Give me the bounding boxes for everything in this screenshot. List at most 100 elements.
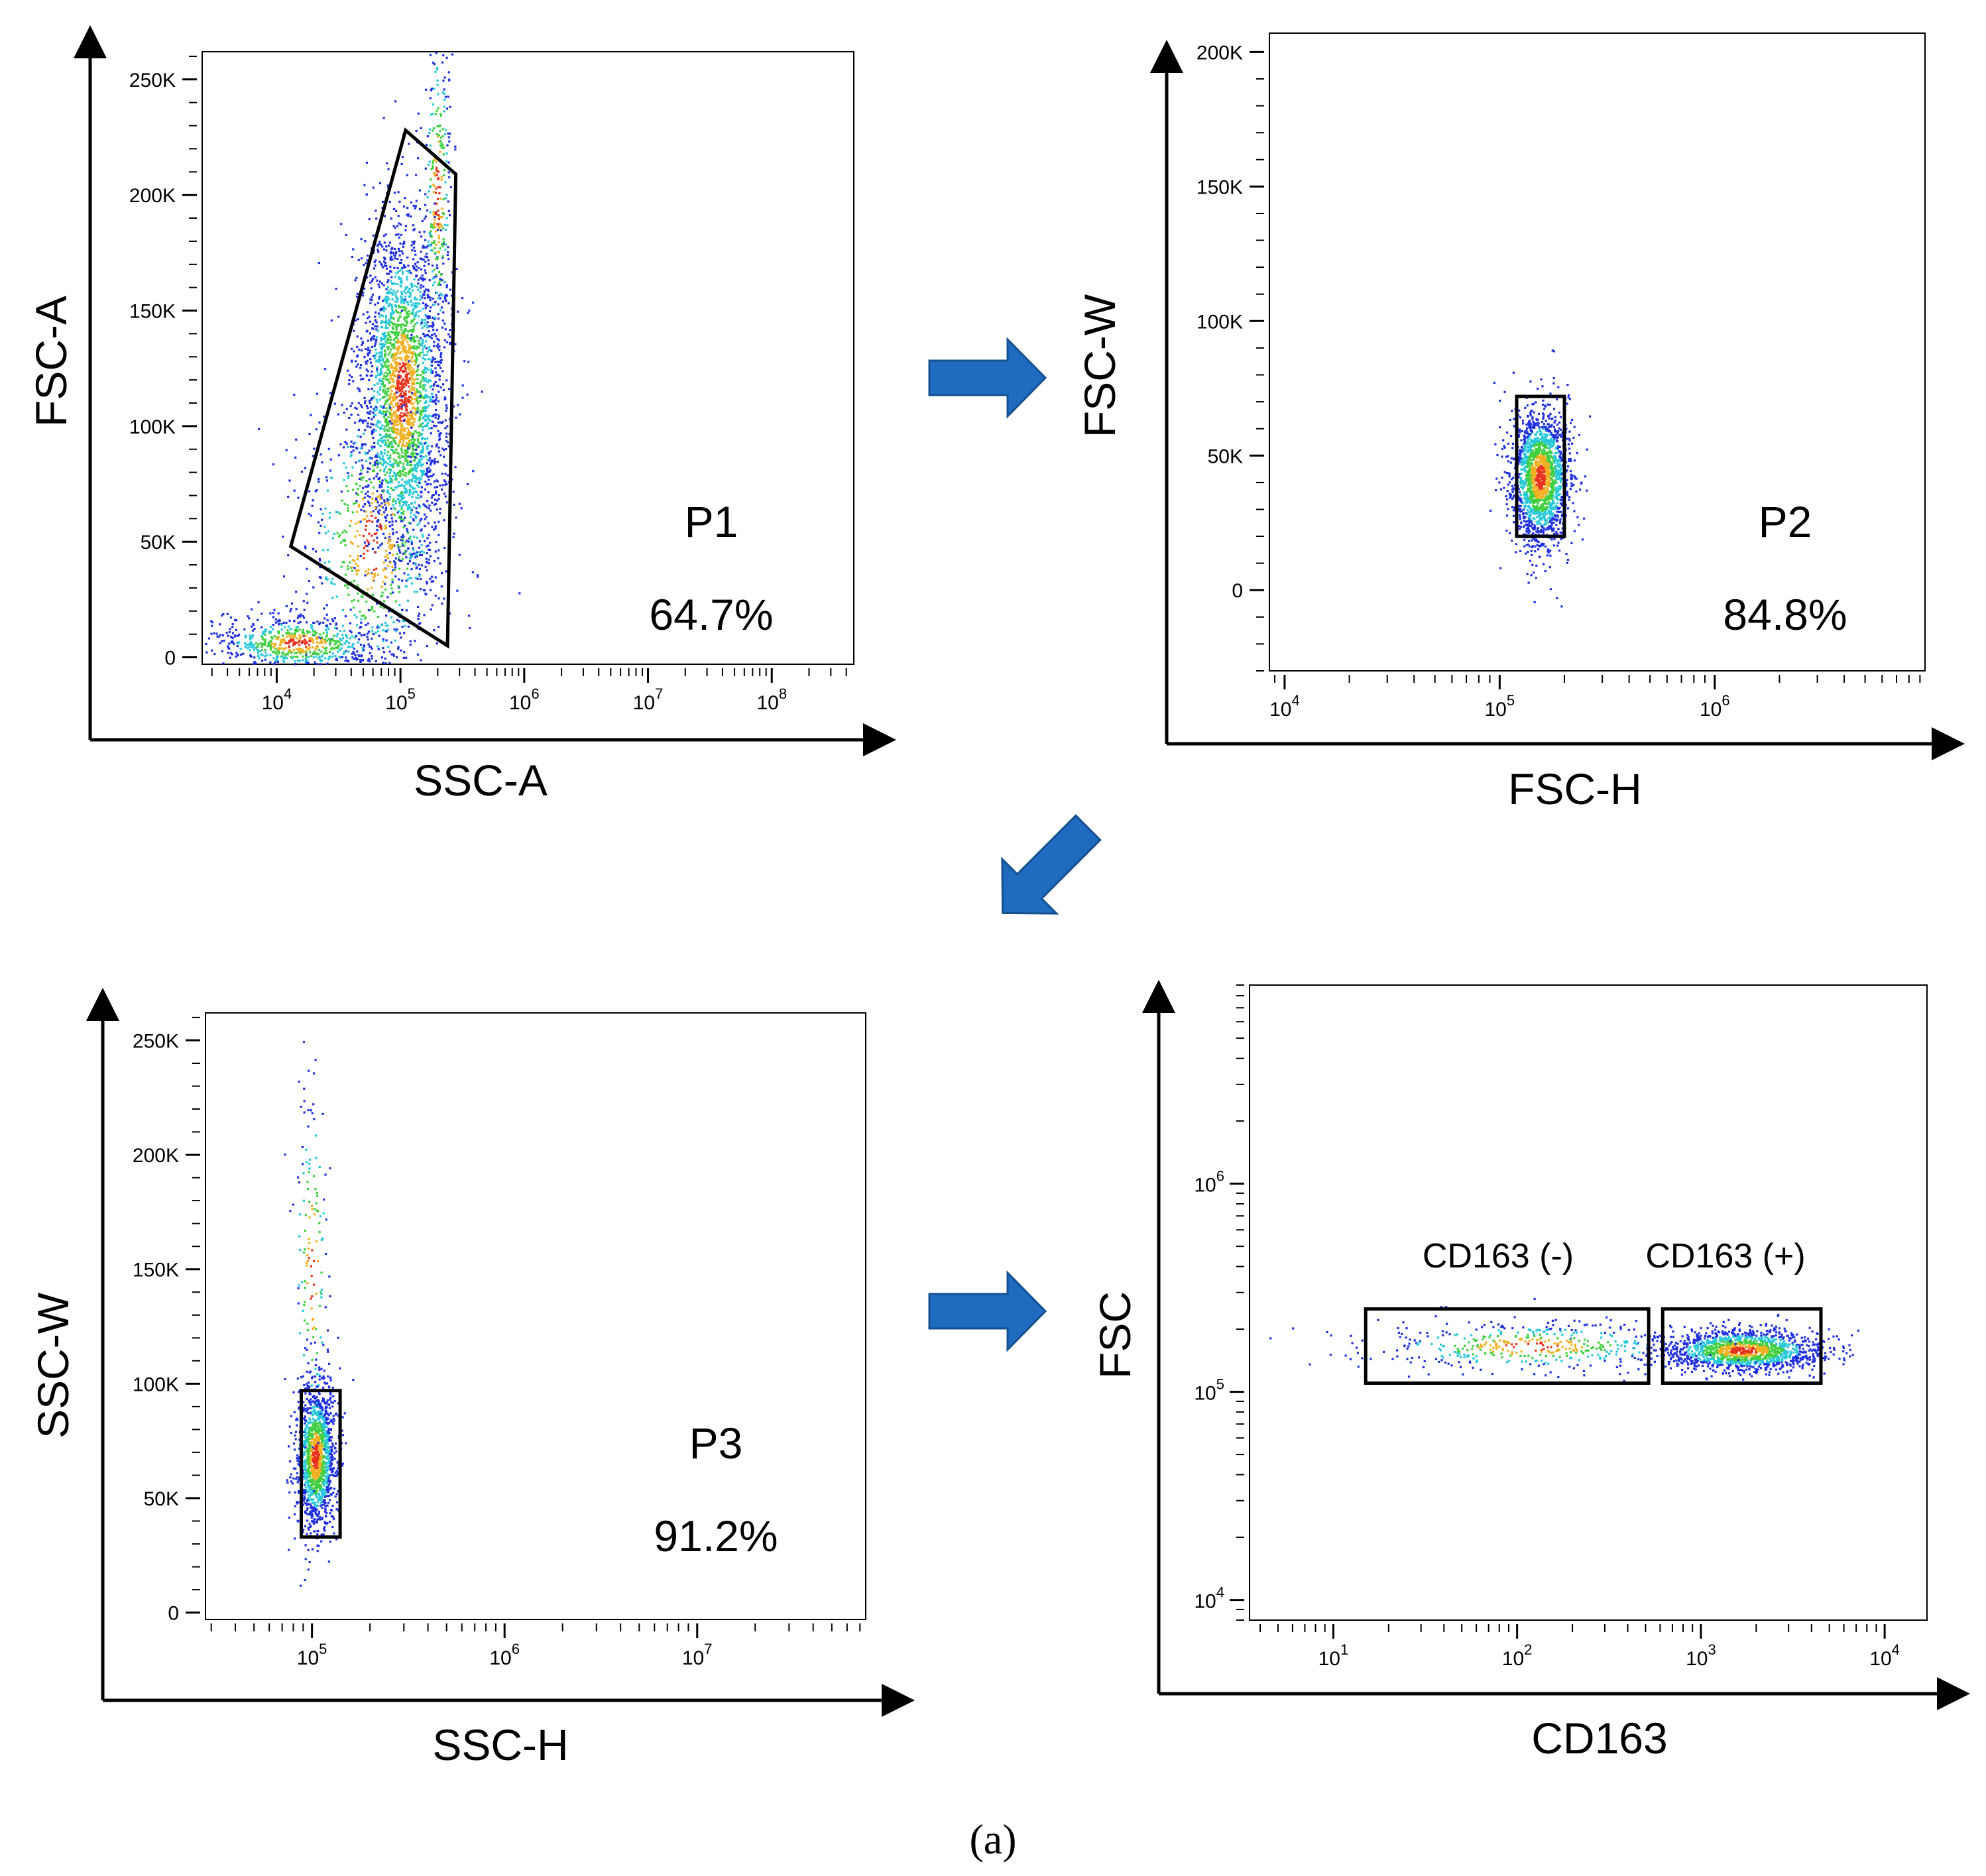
data-point: [382, 261, 386, 263]
data-point: [302, 650, 304, 653]
data-point: [408, 396, 410, 398]
data-point: [404, 401, 406, 404]
data-point: [1547, 447, 1549, 449]
data-point: [392, 381, 395, 383]
data-point: [444, 481, 447, 483]
data-point: [274, 642, 277, 646]
data-point: [466, 393, 469, 396]
data-point: [425, 557, 428, 560]
data-point: [368, 218, 371, 221]
data-point: [400, 448, 403, 451]
data-point: [382, 532, 385, 535]
data-point: [401, 387, 404, 390]
data-point: [351, 600, 353, 603]
data-point: [290, 652, 293, 654]
data-point: [402, 272, 404, 275]
data-point: [252, 623, 255, 626]
data-point: [429, 335, 432, 338]
data-point: [408, 269, 411, 272]
data-point: [393, 451, 396, 454]
data-point: [378, 351, 380, 354]
data-point: [430, 235, 433, 238]
data-point: [426, 506, 428, 508]
data-point: [400, 539, 402, 542]
data-point: [405, 324, 408, 327]
data-point: [420, 544, 423, 546]
data-point: [411, 361, 414, 363]
data-point: [428, 316, 431, 318]
data-point: [278, 647, 282, 650]
data-point: [424, 402, 426, 404]
data-point: [295, 648, 298, 651]
data-point: [367, 451, 369, 455]
data-point: [397, 585, 400, 587]
data-point: [420, 491, 422, 494]
data-point: [384, 391, 386, 394]
data-point: [370, 587, 373, 589]
data-point: [437, 346, 439, 349]
data-point: [406, 530, 409, 533]
data-point: [406, 443, 409, 446]
data-point: [418, 497, 420, 499]
data-point: [371, 534, 373, 537]
data-point: [381, 424, 384, 427]
data-point: [390, 316, 392, 318]
data-point: [274, 659, 277, 662]
data-point: [367, 643, 370, 646]
data-point: [412, 474, 414, 477]
data-point: [392, 471, 395, 474]
data-point: [351, 402, 353, 405]
data-point: [386, 281, 389, 284]
data-point: [358, 390, 361, 392]
data-point: [458, 554, 461, 556]
data-point: [428, 548, 430, 551]
data-point: [422, 470, 425, 473]
data-point: [238, 641, 241, 644]
data-point: [458, 502, 461, 505]
data-point: [271, 650, 274, 654]
data-point: [367, 485, 369, 488]
data-point: [412, 371, 414, 373]
data-point: [273, 609, 276, 611]
data-point: [413, 318, 416, 321]
data-point: [390, 322, 393, 324]
data-point: [371, 370, 373, 373]
data-point: [281, 640, 284, 643]
data-point: [323, 640, 326, 642]
data-point: [347, 475, 350, 477]
data-point: [382, 321, 385, 323]
data-point: [385, 321, 388, 323]
data-point: [360, 472, 363, 475]
data-point: [404, 500, 406, 503]
data-point: [414, 378, 416, 381]
data-point: [1552, 434, 1555, 436]
data-point: [357, 428, 360, 431]
data-point: [205, 642, 207, 645]
data-point: [441, 207, 443, 210]
data-point: [381, 440, 384, 442]
data-point: [396, 298, 399, 301]
data-point: [391, 546, 394, 549]
data-point: [435, 192, 438, 194]
data-point: [388, 546, 390, 548]
data-point: [407, 400, 410, 403]
data-point: [414, 354, 417, 357]
data-point: [404, 398, 406, 401]
data-point: [356, 345, 359, 349]
data-point: [402, 264, 406, 266]
data-point: [382, 310, 385, 312]
data-point: [306, 593, 308, 595]
data-point: [384, 411, 387, 414]
data-point: [432, 316, 434, 319]
data-point: [276, 660, 279, 664]
data-point: [421, 339, 424, 342]
data-point: [405, 451, 408, 453]
data-point: [384, 465, 388, 468]
data-point: [329, 458, 332, 461]
data-point: [382, 365, 385, 368]
data-point: [1513, 495, 1515, 497]
data-point: [1541, 526, 1544, 529]
data-point: [1546, 443, 1548, 445]
data-point: [438, 339, 440, 341]
data-point: [432, 328, 435, 331]
